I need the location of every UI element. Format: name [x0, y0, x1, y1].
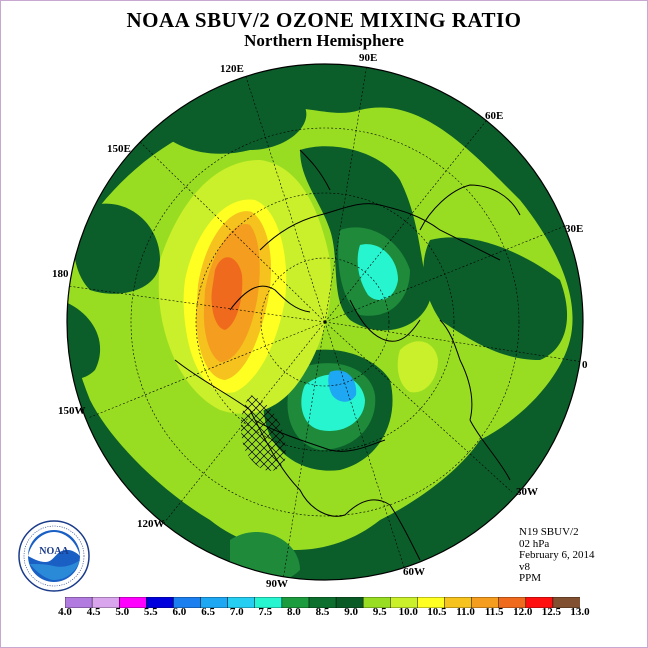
colorbar — [65, 597, 580, 608]
colorbar-tick-label: 7.5 — [258, 606, 273, 618]
colorbar-tick-label: 4.0 — [58, 606, 72, 618]
colorbar-swatch — [552, 597, 580, 608]
logo-text: NOAA — [39, 546, 69, 557]
colorbar-tick-label: 10.0 — [398, 606, 418, 618]
colorbar-tick-label: 9.0 — [344, 606, 358, 618]
lon-label-30e: 30E — [565, 223, 584, 235]
colorbar-tick-label: 6.0 — [172, 606, 187, 618]
map-title: NOAA SBUV/2 OZONE MIXING RATIO — [126, 8, 522, 32]
lon-label-180: 180 — [52, 268, 69, 280]
colorbar-tick-label: 5.5 — [143, 606, 158, 618]
lon-label-90e: 90E — [359, 52, 378, 64]
map-subtitle: Northern Hemisphere — [244, 31, 404, 50]
colorbar-tick-label: 11.0 — [456, 606, 475, 618]
satellite-label: N19 SBUV/2 — [519, 526, 579, 538]
colorbar-tick-label: 4.5 — [86, 606, 101, 618]
units-label: PPM — [519, 572, 542, 584]
lon-label-120w: 120W — [137, 518, 165, 530]
colorbar-tick-label: 6.5 — [201, 606, 215, 618]
colorbar-tick-label: 10.5 — [427, 606, 447, 618]
colorbar-tick-label: 8.0 — [287, 606, 301, 618]
noaa-logo: NOAA — [18, 520, 90, 592]
graticule — [67, 64, 583, 580]
colorbar-tick-label: 12.0 — [513, 606, 533, 618]
lon-label-150w: 150W — [58, 405, 86, 417]
lon-label-0: 0 — [582, 359, 588, 371]
lon-label-30w: 30W — [516, 486, 538, 498]
lon-label-120e: 120E — [220, 63, 244, 75]
pressure-level: 02 hPa — [519, 537, 550, 550]
colorbar-tick-label: 12.5 — [541, 606, 562, 618]
colorbar-tick-label: 11.5 — [484, 606, 504, 618]
ozone-field — [67, 64, 583, 580]
lon-label-60w: 60W — [403, 566, 425, 578]
colorbar-tick-label: 5.0 — [115, 606, 130, 618]
colorbar-tick-label: 13.0 — [570, 606, 590, 618]
colorbar-tick-label: 9.5 — [372, 606, 387, 618]
date-label: February 6, 2014 — [519, 549, 595, 561]
lon-label-60e: 60E — [485, 110, 504, 122]
colorbar-tick-label: 8.5 — [315, 606, 330, 618]
colorbar-tick-label: 7.0 — [229, 606, 244, 618]
info-block: N19 SBUV/2 02 hPa February 6, 2014 v8 PP… — [519, 526, 595, 585]
map-border — [66, 63, 584, 581]
lon-label-150e: 150E — [107, 143, 131, 155]
version-label: v8 — [519, 560, 530, 573]
colorbar-ticks: 4.0 4.5 5.0 5.5 6.0 6.5 7.0 7.5 8.0 8.5 9.0 9.5 10.0… — [0, 606, 648, 620]
lon-label-90w: 90W — [266, 578, 288, 590]
